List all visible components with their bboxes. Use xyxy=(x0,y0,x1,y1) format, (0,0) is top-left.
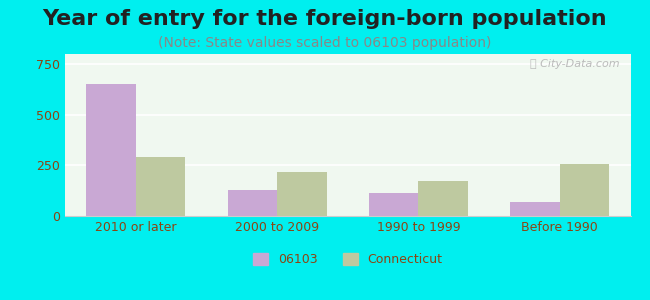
Bar xyxy=(277,172,326,216)
Text: ⓘ City-Data.com: ⓘ City-Data.com xyxy=(530,59,619,69)
Bar xyxy=(86,84,136,216)
Bar xyxy=(510,202,560,216)
Bar xyxy=(560,164,609,216)
Legend: 06103, Connecticut: 06103, Connecticut xyxy=(248,248,448,271)
Text: (Note: State values scaled to 06103 population): (Note: State values scaled to 06103 popu… xyxy=(159,36,491,50)
Bar xyxy=(136,157,185,216)
Bar xyxy=(419,181,468,216)
Bar xyxy=(369,193,419,216)
Bar xyxy=(227,190,277,216)
Text: Year of entry for the foreign-born population: Year of entry for the foreign-born popul… xyxy=(43,9,607,29)
